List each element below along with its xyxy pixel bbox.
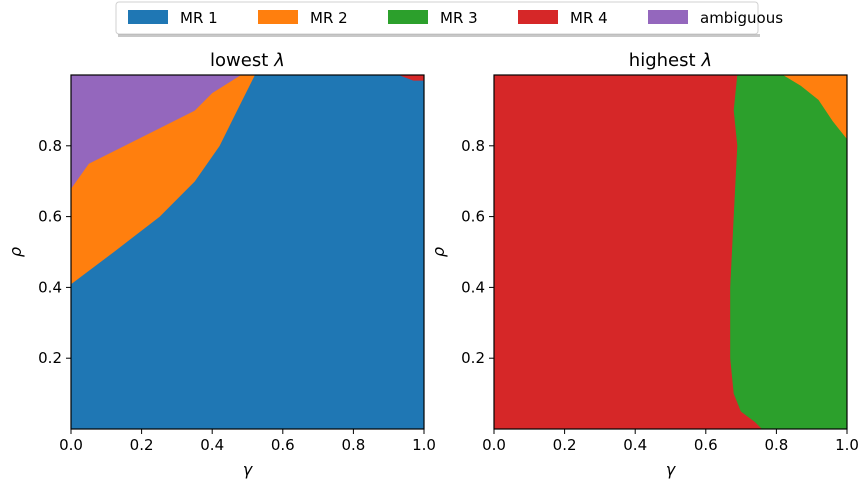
x-tick-label: 0.2 <box>553 436 577 454</box>
x-tick-label: 0.2 <box>130 436 154 454</box>
y-tick-label: 0.8 <box>461 137 485 155</box>
y-tick-label: 0.6 <box>461 208 485 226</box>
legend: MR 1 MR 2 MR 3 MR 4 ambiguous <box>115 1 783 37</box>
chart-title: highest λ <box>629 50 712 71</box>
legend-items: MR 1 MR 2 MR 3 MR 4 ambiguous <box>128 9 783 27</box>
y-tick-label: 0.8 <box>38 137 62 155</box>
x-axis-label: γ <box>243 460 254 479</box>
y-axis-label: ρ <box>429 247 448 257</box>
x-axis-label: γ <box>666 460 677 479</box>
legend-swatch <box>258 10 298 24</box>
chart-panel: 0.0 0.2 0.4 0.6 0.8 1.0 0.2 0.4 0.6 0.8 highest λ γ ρ <box>429 50 859 479</box>
x-tick-label: 0.8 <box>341 436 365 454</box>
chart-title-symbol: λ <box>701 50 713 71</box>
legend-label: MR 1 <box>180 9 218 27</box>
y-tick-label: 0.2 <box>461 349 485 367</box>
legend-label: MR 3 <box>440 9 478 27</box>
x-tick-label: 0.8 <box>764 436 788 454</box>
chart-title-text: highest <box>629 50 696 71</box>
x-tick-label: 0.0 <box>482 436 506 454</box>
legend-label: MR 2 <box>310 9 348 27</box>
legend-label: MR 4 <box>570 9 608 27</box>
chart-title: lowest λ <box>210 50 285 71</box>
legend-swatch <box>388 10 428 24</box>
x-tick-label: 0.6 <box>694 436 718 454</box>
chart-title-text: lowest <box>210 50 268 71</box>
x-tick-label: 0.4 <box>623 436 647 454</box>
region-mr-3 <box>730 74 848 430</box>
legend-swatch <box>518 10 558 24</box>
legend-swatch <box>648 10 688 24</box>
y-axis-label: ρ <box>6 247 25 257</box>
plot-frame <box>70 74 425 430</box>
legend-label: ambiguous <box>700 9 783 27</box>
chart-title-symbol: λ <box>273 50 285 71</box>
chart-panel: 0.0 0.2 0.4 0.6 0.8 1.0 0.2 0.4 0.6 0.8 lowest λ γ ρ <box>6 50 436 479</box>
legend-shadow <box>118 34 760 37</box>
x-tick-label: 1.0 <box>412 436 436 454</box>
y-tick-label: 0.4 <box>461 278 485 296</box>
x-tick-label: 0.4 <box>200 436 224 454</box>
x-tick-label: 0.0 <box>59 436 83 454</box>
y-tick-label: 0.2 <box>38 349 62 367</box>
plot-frame <box>493 74 848 430</box>
region-mr-4 <box>493 74 764 430</box>
y-tick-label: 0.4 <box>38 278 62 296</box>
legend-swatch <box>128 10 168 24</box>
x-tick-label: 0.6 <box>271 436 295 454</box>
x-tick-label: 1.0 <box>835 436 859 454</box>
y-tick-label: 0.6 <box>38 208 62 226</box>
